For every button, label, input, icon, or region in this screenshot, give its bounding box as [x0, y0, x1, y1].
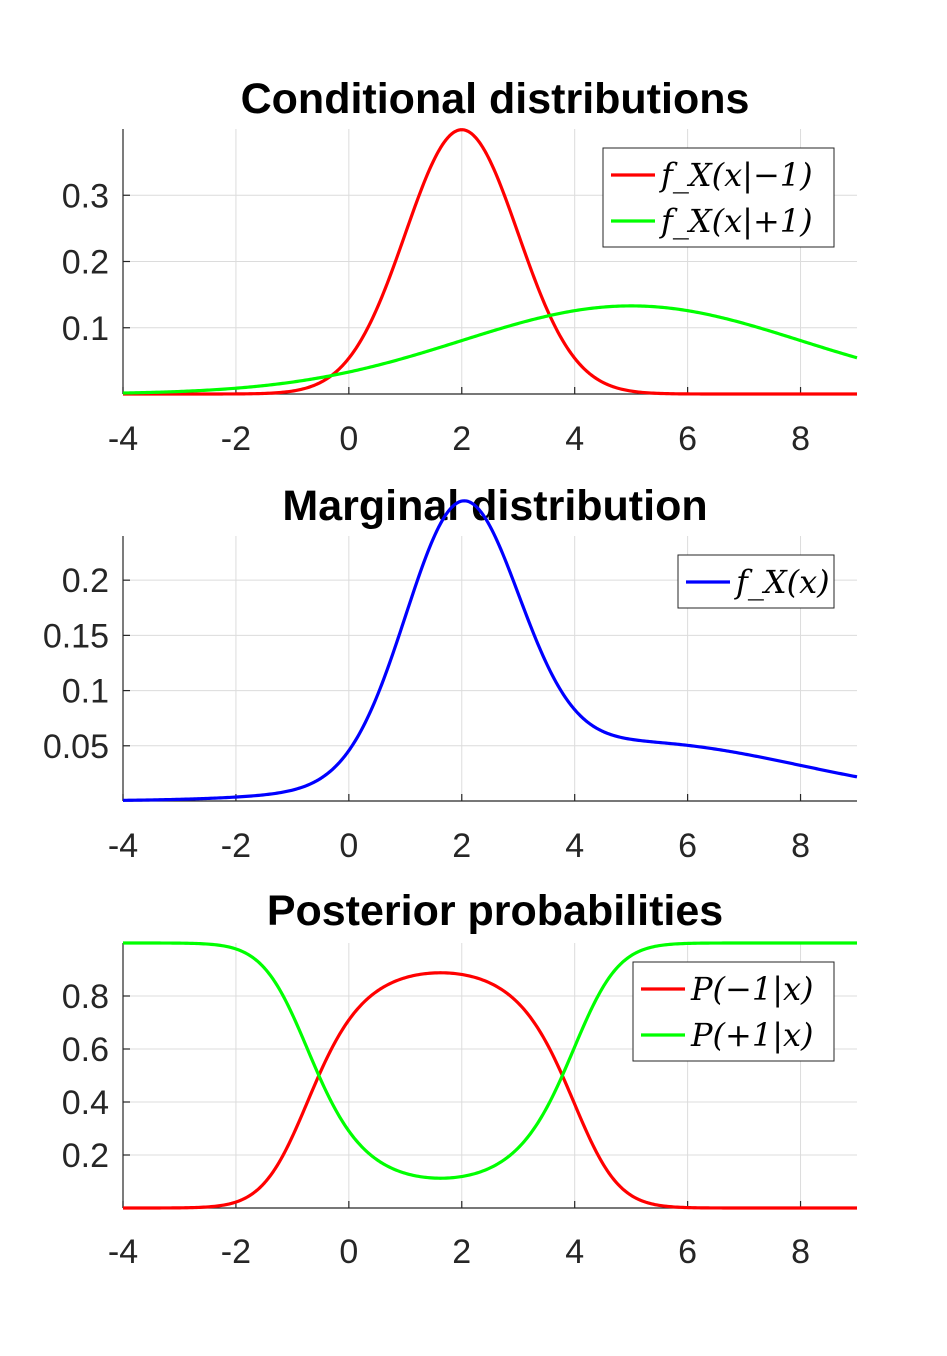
- x-tick-label: 8: [791, 420, 810, 458]
- x-tick-label: 0: [339, 827, 358, 865]
- chart-panel-1: -4 -2 0 2 4 6 8 0.1 0.2 0.3 Conditional distributi…: [62, 75, 858, 458]
- series-line-1: [122, 499, 858, 802]
- chart-title: Marginal distribution: [282, 482, 707, 530]
- y-tick-label: 0.3: [62, 177, 109, 215]
- y-tick-label: 0.2: [62, 244, 109, 282]
- x-tick-label: 8: [791, 1233, 810, 1271]
- x-tick-label: -4: [108, 827, 138, 865]
- x-tick-label: 4: [565, 420, 584, 458]
- chart-panel-2: -4 -2 0 2 4 6 8 0.05 0.1 0.15 0.2 Marginal distribu…: [43, 482, 858, 865]
- legend: P(−1|x) P(+1|x): [632, 961, 835, 1062]
- x-tick-label: 6: [678, 827, 697, 865]
- x-tick-label: -2: [221, 420, 251, 458]
- legend-label: f_X(x): [734, 563, 830, 601]
- chart-panel-3: -4 -2 0 2 4 6 8 0.2 0.4 0.6 0.8 Posterior probabili…: [62, 887, 857, 1271]
- x-tick-label: 4: [565, 827, 584, 865]
- x-tick-label: -2: [221, 1233, 251, 1271]
- legend-label: f_X(x|−1): [659, 156, 813, 194]
- x-tick-label: 6: [678, 420, 697, 458]
- x-tick-label: 4: [565, 1233, 584, 1271]
- y-tick-label: 0.2: [62, 562, 109, 600]
- series-line-1: [123, 128, 857, 396]
- series-line-2: [122, 304, 858, 395]
- y-tick-label: 0.6: [62, 1031, 109, 1069]
- x-tick-label: 6: [678, 1233, 697, 1271]
- x-tick-label: 0: [339, 420, 358, 458]
- y-tick-label: 0.8: [62, 978, 109, 1016]
- y-tick-label: 0.1: [62, 310, 109, 348]
- y-tick-label: 0.15: [43, 617, 109, 655]
- series-line-2: [123, 941, 857, 1180]
- legend: f_X(x|−1) f_X(x|+1): [602, 147, 835, 248]
- legend-label: P(−1|x): [690, 970, 814, 1008]
- x-tick-label: 2: [452, 420, 471, 458]
- legend-box: [602, 147, 835, 248]
- series-line-1: [123, 971, 857, 1210]
- x-tick-label: 2: [452, 827, 471, 865]
- y-tick-label: 0.05: [43, 728, 109, 766]
- x-tick-label: 2: [452, 1233, 471, 1271]
- legend-label: f_X(x|+1): [659, 202, 813, 240]
- x-tick-label: 0: [339, 1233, 358, 1271]
- y-tick-label: 0.2: [62, 1137, 109, 1175]
- x-tick-label: -2: [221, 827, 251, 865]
- legend: f_X(x): [677, 554, 835, 609]
- x-tick-label: -4: [108, 1233, 138, 1271]
- chart-title: Conditional distributions: [241, 75, 750, 123]
- y-tick-label: 0.1: [62, 673, 109, 711]
- x-tick-label: 8: [791, 827, 810, 865]
- legend-box: [632, 961, 835, 1062]
- legend-label: P(+1|x): [690, 1016, 814, 1054]
- chart-title: Posterior probabilities: [267, 887, 723, 935]
- x-tick-label: -4: [108, 420, 138, 458]
- y-tick-label: 0.4: [62, 1084, 109, 1122]
